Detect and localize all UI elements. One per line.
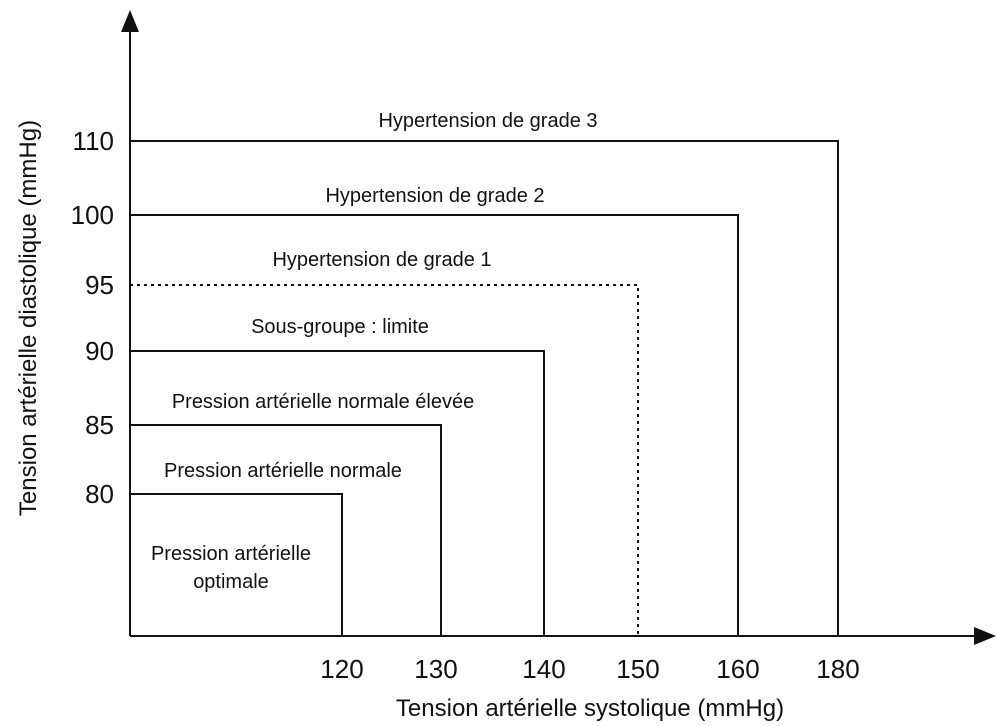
zone-boundary-grade-2 (130, 140, 839, 636)
zone-label-optimal-line-1: Pression artérielle (151, 543, 311, 565)
zone-boundary-normal (130, 424, 442, 636)
x-axis-arrow-icon (974, 627, 996, 645)
y-tick-90: 90 (85, 336, 114, 366)
x-tick-150: 150 (616, 654, 659, 684)
y-axis-title: Tension artérielle diastolique (mmHg) (15, 120, 42, 516)
y-tick-80: 80 (85, 479, 114, 509)
y-tick-110: 110 (73, 126, 114, 156)
y-axis-arrow-icon (121, 10, 139, 32)
y-tick-95: 95 (85, 270, 114, 300)
y-tick-100: 100 (71, 200, 114, 230)
x-tick-130: 130 (414, 654, 457, 684)
zone-label-borderline: Sous-groupe : limite (251, 316, 429, 338)
zone-boundary-grade-1 (130, 214, 739, 636)
zone-boundary-borderline (130, 284, 639, 636)
x-tick-160: 160 (716, 654, 759, 684)
zone-label-grade-2: Hypertension de grade 2 (325, 185, 544, 207)
x-axis-title: Tension artérielle systolique (mmHg) (396, 695, 784, 722)
zone-boundary-optimal (130, 493, 343, 636)
zone-label-grade-3: Hypertension de grade 3 (378, 110, 597, 132)
x-tick-180: 180 (816, 654, 859, 684)
x-tick-140: 140 (522, 654, 565, 684)
x-tick-120: 120 (320, 654, 363, 684)
zone-label-grade-1: Hypertension de grade 1 (272, 249, 491, 271)
zone-label-normal: Pression artérielle normale (164, 460, 402, 482)
zone-boundary-high-normal (130, 350, 545, 636)
zone-label-optimal-line-2: optimale (193, 571, 269, 593)
zone-label-high-normal: Pression artérielle normale élevée (172, 391, 474, 413)
y-tick-85: 85 (85, 410, 114, 440)
